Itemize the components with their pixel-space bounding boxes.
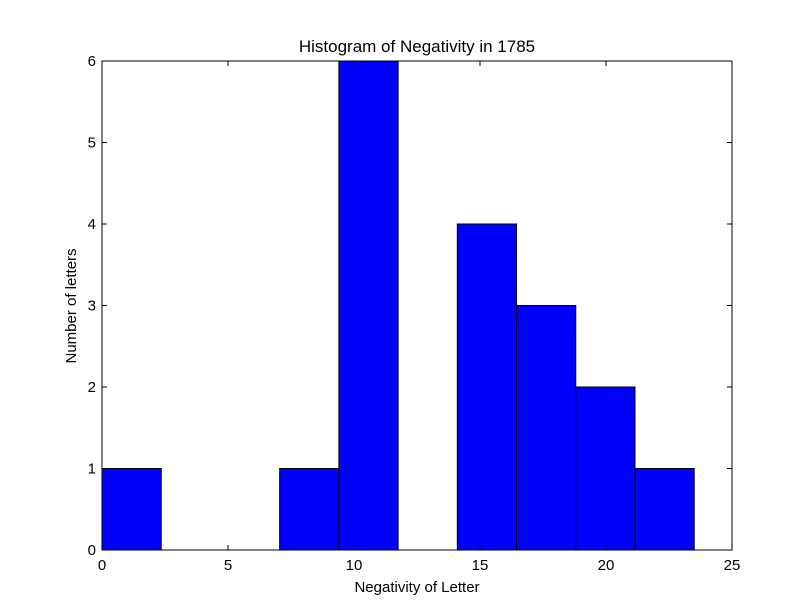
histogram-bar-3	[279, 468, 340, 551]
ticks-group: 0 5 10 15 20 25 0 1 2 3 4 5 6	[88, 53, 741, 574]
y-tick-label: 0	[88, 542, 96, 559]
x-tick-label: 15	[472, 557, 489, 574]
x-tick-label: 25	[724, 557, 741, 574]
y-tick-label: 6	[88, 53, 96, 70]
y-axis-label: Number of letters	[63, 248, 80, 363]
y-tick-label: 4	[88, 216, 96, 233]
x-tick-label: 0	[98, 557, 106, 574]
y-tick-label: 1	[88, 461, 96, 478]
x-tick-label: 20	[598, 557, 615, 574]
x-tick-label: 5	[224, 557, 232, 574]
histogram-bar-6	[456, 223, 518, 551]
histogram-bar-0	[101, 468, 162, 551]
histogram-bar-7	[516, 305, 577, 551]
histogram-bar-9	[634, 468, 695, 551]
x-tick-label: 10	[346, 557, 363, 574]
plot-frame	[101, 60, 733, 551]
y-tick-label: 2	[88, 379, 96, 396]
y-tick-label: 3	[88, 298, 96, 315]
x-axis-label: Negativity of Letter	[354, 579, 479, 596]
bars-group	[101, 60, 695, 551]
histogram-bar-8	[575, 386, 636, 551]
y-tick-label: 5	[88, 135, 96, 152]
histogram-bar-4	[338, 60, 399, 551]
chart-title: Histogram of Negativity in 1785	[299, 37, 535, 56]
